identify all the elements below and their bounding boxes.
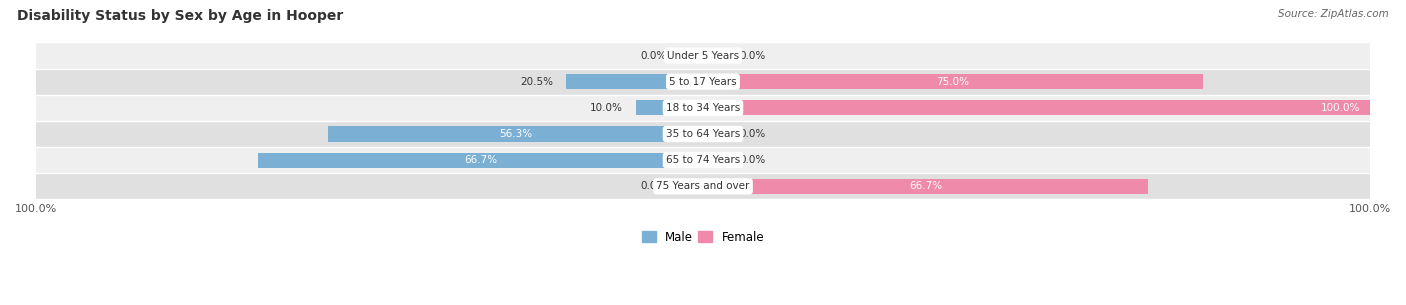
Bar [637,100,703,115]
Text: 0.0%: 0.0% [640,51,666,60]
Bar [37,147,1369,173]
Text: 0.0%: 0.0% [640,181,666,191]
Bar [676,179,703,194]
Text: 5 to 17 Years: 5 to 17 Years [669,77,737,87]
Text: 100.0%: 100.0% [1320,103,1360,113]
Bar [37,121,1369,147]
Bar [703,100,1369,115]
Bar [676,48,703,63]
Text: 66.7%: 66.7% [908,181,942,191]
Bar [37,173,1369,199]
Bar [703,152,730,168]
Text: Disability Status by Sex by Age in Hooper: Disability Status by Sex by Age in Hoope… [17,9,343,23]
Text: 18 to 34 Years: 18 to 34 Years [666,103,740,113]
Text: Under 5 Years: Under 5 Years [666,51,740,60]
Bar [37,42,1369,69]
Bar [259,152,703,168]
Bar [37,69,1369,95]
Bar [37,95,1369,121]
Text: 35 to 64 Years: 35 to 64 Years [666,129,740,139]
Text: 75.0%: 75.0% [936,77,970,87]
Bar [703,179,1147,194]
Text: 0.0%: 0.0% [740,51,766,60]
Bar [567,74,703,89]
Text: 0.0%: 0.0% [740,155,766,165]
Text: 10.0%: 10.0% [591,103,623,113]
Text: 65 to 74 Years: 65 to 74 Years [666,155,740,165]
Text: Source: ZipAtlas.com: Source: ZipAtlas.com [1278,9,1389,19]
Text: 0.0%: 0.0% [740,129,766,139]
Text: 66.7%: 66.7% [464,155,498,165]
Text: 20.5%: 20.5% [520,77,553,87]
Text: 75 Years and over: 75 Years and over [657,181,749,191]
Bar [328,126,703,142]
Legend: Male, Female: Male, Female [641,231,765,244]
Bar [703,74,1204,89]
Text: 56.3%: 56.3% [499,129,531,139]
Bar [703,48,730,63]
Bar [703,126,730,142]
